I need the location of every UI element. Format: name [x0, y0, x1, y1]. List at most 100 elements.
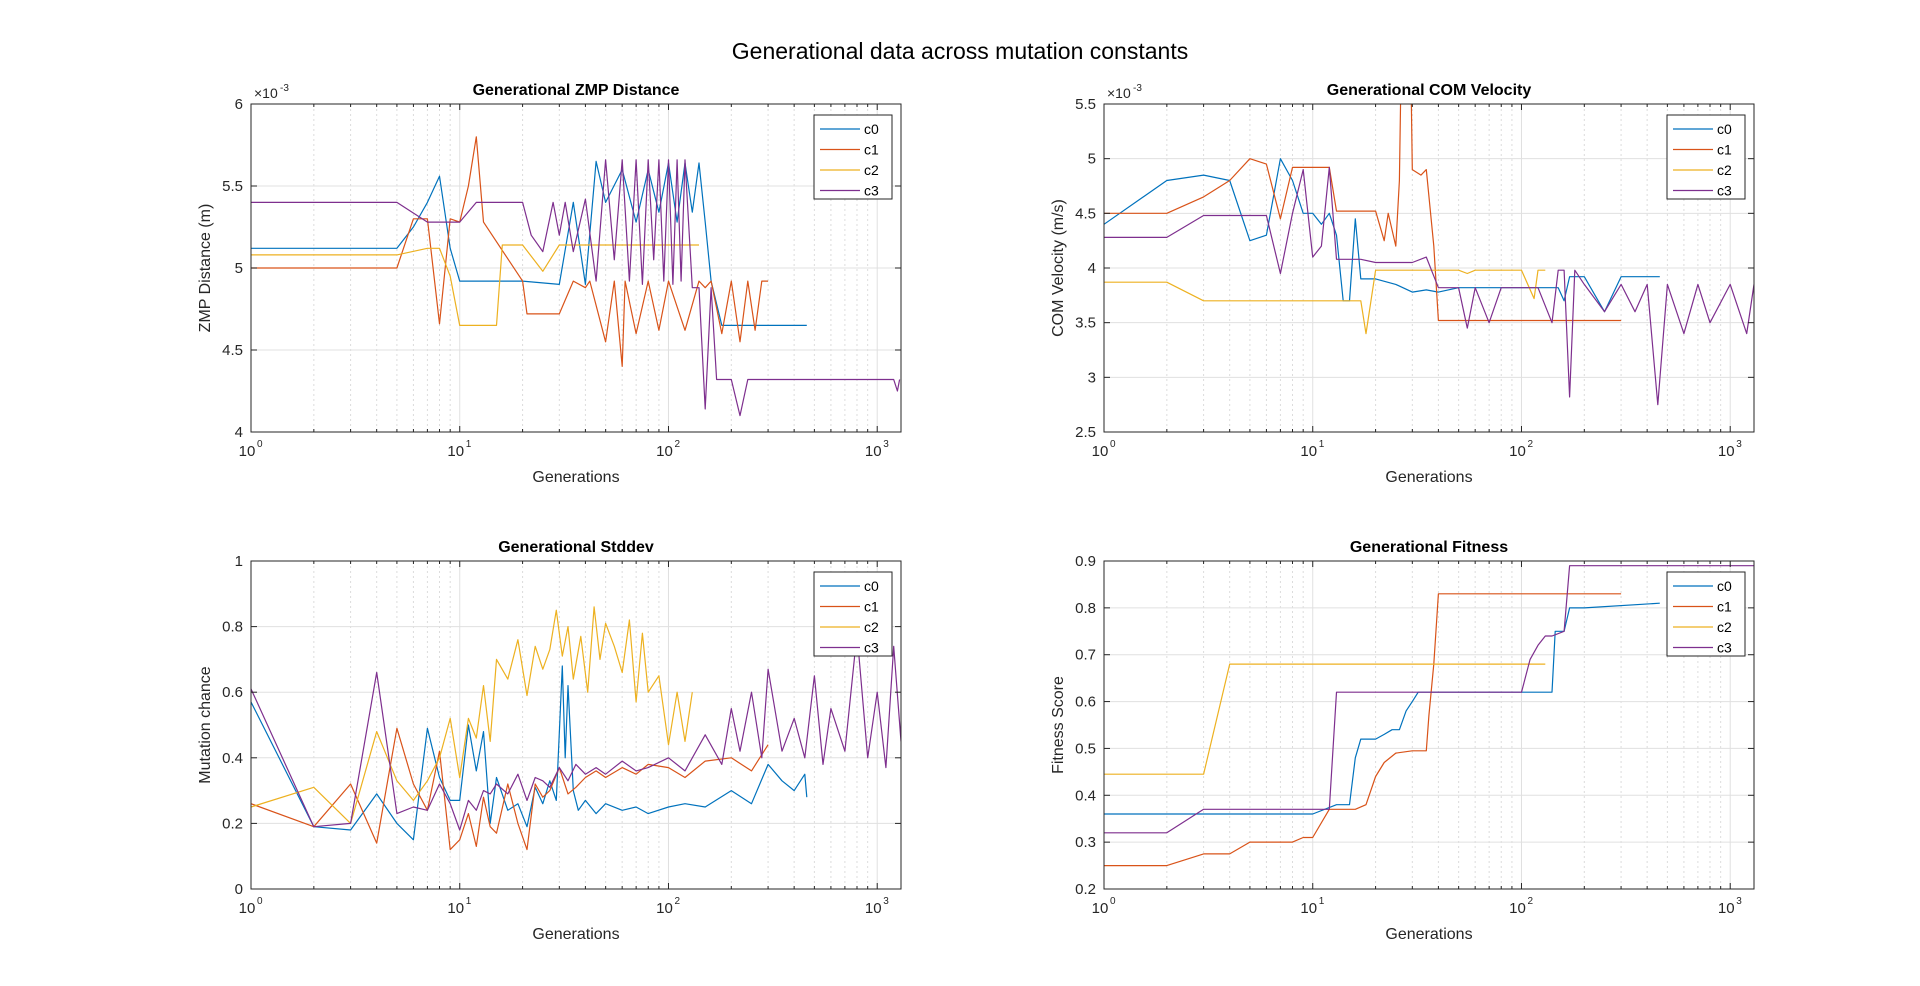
legend-label-c3: c3 — [1717, 183, 1732, 199]
legend-label-c3: c3 — [1717, 640, 1732, 656]
x-tick-label: 10 — [1092, 443, 1109, 460]
y-axis-label: Fitness Score — [1050, 676, 1067, 774]
series-line-c0 — [251, 665, 808, 841]
x-tick-label: 10 — [1718, 443, 1735, 460]
x-tick-exponent: 3 — [883, 896, 889, 907]
legend-label-c3: c3 — [864, 640, 879, 656]
y-tick-label: 5 — [1088, 151, 1096, 168]
series-line-c3 — [1104, 565, 1754, 834]
x-tick-exponent: 3 — [1736, 896, 1742, 907]
x-tick-label: 10 — [865, 443, 882, 460]
y-multiplier-exponent: -3 — [280, 83, 289, 94]
x-axis-label: Generations — [532, 469, 619, 486]
y-tick-label: 0.9 — [1075, 553, 1096, 570]
x-axis-label: Generations — [1385, 469, 1472, 486]
x-tick-exponent: 2 — [674, 439, 680, 450]
y-axis-label: COM Velocity (m/s) — [1050, 199, 1067, 337]
y-tick-label: 3.5 — [1075, 315, 1096, 332]
y-tick-label: 0.3 — [1075, 834, 1096, 851]
y-tick-label: 5 — [235, 260, 243, 277]
x-tick-exponent: 0 — [257, 896, 263, 907]
x-axis-label: Generations — [1385, 926, 1472, 943]
x-tick-exponent: 2 — [1527, 439, 1533, 450]
plot-area — [251, 561, 901, 889]
y-axis-label: Mutation chance — [197, 666, 214, 784]
x-tick-exponent: 0 — [1110, 439, 1116, 450]
x-tick-exponent: 3 — [1736, 439, 1742, 450]
y-multiplier-exponent: -3 — [1133, 83, 1142, 94]
y-tick-label: 0.2 — [1075, 881, 1096, 898]
series-group — [1104, 565, 1754, 867]
x-tick-label: 10 — [656, 443, 673, 460]
legend: c0 c1 c2 c3 — [1666, 114, 1746, 200]
axes-frame — [1103, 560, 1755, 890]
series-line-c0 — [1104, 158, 1660, 313]
legend-label-c1: c1 — [1717, 142, 1732, 158]
x-tick-label: 10 — [1718, 900, 1735, 917]
chart-title: Generational COM Velocity — [1327, 82, 1532, 99]
y-tick-label: 4 — [235, 424, 243, 441]
y-tick-label: 0.2 — [222, 815, 243, 832]
series-group — [251, 606, 901, 851]
y-tick-label: 4.5 — [1075, 205, 1096, 222]
chart-panel-0: 10 0 10 1 10 2 10 344.555.56×10 -3 Generational Z… — [197, 82, 902, 486]
x-tick-label: 10 — [1300, 443, 1317, 460]
x-tick-exponent: 1 — [466, 439, 472, 450]
series-group — [251, 136, 901, 417]
x-tick-label: 10 — [1300, 900, 1317, 917]
series-line-c1 — [251, 136, 769, 367]
series-line-c1 — [1104, 593, 1622, 867]
x-tick-label: 10 — [865, 900, 882, 917]
series-line-c2 — [1104, 269, 1546, 335]
series-group — [1104, 104, 1754, 406]
x-tick-label: 10 — [239, 443, 256, 460]
x-tick-exponent: 0 — [1110, 896, 1116, 907]
axes-frame — [250, 560, 902, 890]
y-tick-label: 4.5 — [222, 342, 243, 359]
legend-label-c0: c0 — [1717, 578, 1732, 594]
legend-label-c0: c0 — [864, 578, 879, 594]
series-line-c1 — [251, 727, 769, 851]
y-tick-label: 0.4 — [222, 750, 243, 767]
legend-box — [813, 571, 893, 657]
y-tick-label: 4 — [1088, 260, 1096, 277]
legend-label-c2: c2 — [1717, 619, 1732, 635]
legend-label-c3: c3 — [864, 183, 879, 199]
x-tick-exponent: 2 — [1527, 896, 1533, 907]
x-tick-exponent: 1 — [1319, 439, 1325, 450]
y-tick-label: 5.5 — [1075, 96, 1096, 113]
legend-label-c2: c2 — [864, 162, 879, 178]
chart-panel-3: 10 0 10 1 10 2 10 30.20.30.40.50.60.70.80.9Gene… — [1050, 539, 1755, 943]
y-multiplier: ×10 — [254, 85, 278, 101]
series-line-c3 — [251, 159, 901, 417]
legend-label-c2: c2 — [1717, 162, 1732, 178]
chart-title: Generational Fitness — [1350, 539, 1508, 556]
chart-title: Generational Stddev — [498, 539, 654, 556]
legend-label-c0: c0 — [864, 121, 879, 137]
series-line-c3 — [251, 632, 901, 831]
x-tick-label: 10 — [1092, 900, 1109, 917]
x-tick-label: 10 — [447, 443, 464, 460]
legend-box — [813, 114, 893, 200]
y-tick-label: 1 — [235, 553, 243, 570]
legend: c0 c1 c2 c3 — [813, 571, 893, 657]
y-tick-label: 0.6 — [1075, 694, 1096, 711]
x-tick-label: 10 — [656, 900, 673, 917]
legend: c0 c1 c2 c3 — [1666, 571, 1746, 657]
x-axis-label: Generations — [532, 926, 619, 943]
x-tick-label: 10 — [239, 900, 256, 917]
legend-label-c2: c2 — [864, 619, 879, 635]
x-tick-exponent: 2 — [674, 896, 680, 907]
series-line-c2 — [251, 244, 699, 326]
y-tick-label: 0.6 — [222, 684, 243, 701]
y-tick-label: 0.8 — [222, 619, 243, 636]
series-line-c1 — [1104, 104, 1622, 322]
series-line-c2 — [251, 606, 693, 825]
x-tick-exponent: 3 — [883, 439, 889, 450]
x-tick-exponent: 1 — [1319, 896, 1325, 907]
legend-label-c1: c1 — [864, 599, 879, 615]
x-tick-label: 10 — [1509, 900, 1526, 917]
legend-box — [1666, 571, 1746, 657]
